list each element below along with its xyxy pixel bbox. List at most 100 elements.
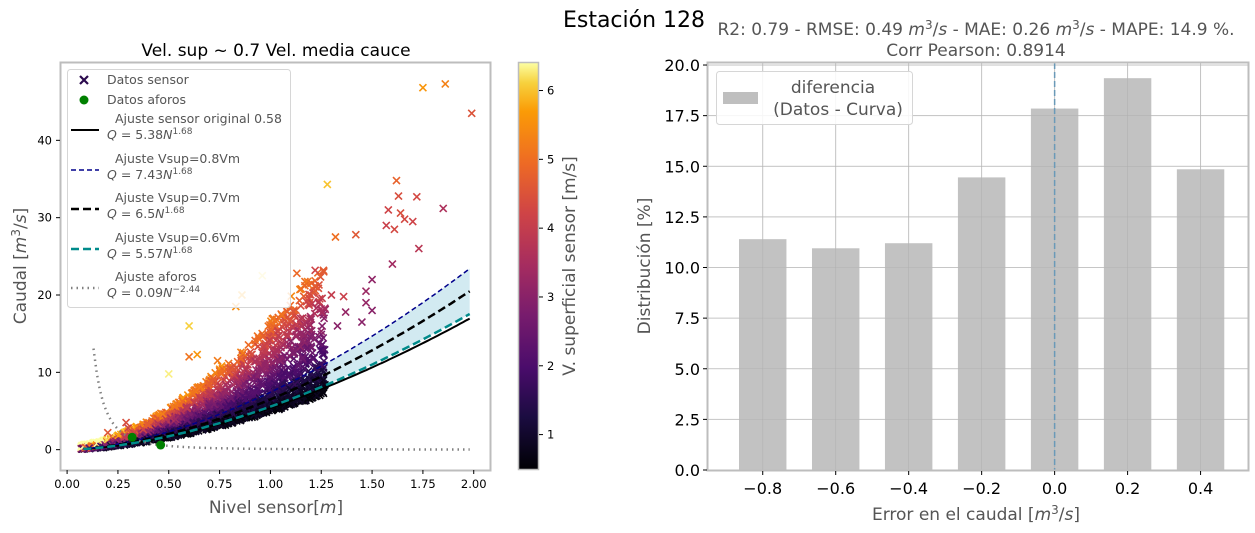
x-tick-label: 0.75	[207, 477, 233, 491]
bar-y-ticks: 0.0 2.5 5.0 7.5 10.0 12.5 15.0 17.5 20.0	[664, 56, 707, 480]
sensor-point	[211, 410, 220, 419]
y-tick-label: 0.0	[675, 461, 700, 480]
sensor-point	[299, 329, 308, 339]
sensor-point	[259, 331, 268, 340]
legend-label-fit: Ajuste Vsup=0.7Vm	[115, 190, 240, 205]
sensor-point	[297, 322, 306, 331]
sensor-point	[175, 400, 185, 409]
sensor-point	[209, 400, 219, 409]
sensor-point	[285, 316, 295, 325]
y-tick-label: 40	[37, 133, 52, 147]
sensor-point	[307, 330, 316, 339]
sensor-point	[390, 225, 399, 234]
bar-chart: R2: 0.79 - RMSE: 0.49 m3/s - MAE: 0.26 m…	[635, 18, 1250, 525]
sensor-point	[270, 350, 279, 359]
legend-swatch-diferencia	[723, 92, 758, 104]
x-tick-label: 0.0	[1042, 479, 1067, 498]
sensor-point	[412, 192, 421, 201]
sensor-point	[467, 109, 476, 118]
sensor-point	[384, 205, 393, 214]
sensor-point	[248, 387, 257, 396]
sensor-point	[296, 329, 305, 338]
legend-label-aforos: Datos aforos	[107, 92, 186, 107]
sensor-point	[299, 364, 309, 374]
sensor-point	[304, 374, 313, 383]
sensor-point	[269, 371, 278, 381]
sensor-point	[291, 378, 300, 387]
sensor-point	[206, 390, 216, 399]
curve-vsup-08	[83, 268, 471, 450]
x-tick-label: −0.6	[816, 479, 855, 498]
sensor-point	[396, 208, 405, 218]
sensor-point	[230, 371, 239, 380]
sensor-point	[298, 313, 307, 322]
bar-legend[interactable]: diferencia (Datos - Curva)	[716, 71, 913, 125]
bar-x-ticks: −0.8 −0.6 −0.4 −0.2 0.0 0.2 0.4	[743, 471, 1213, 498]
sensor-point	[220, 375, 229, 385]
scatter-title: Vel. sup ~ 0.7 Vel. media cauce	[141, 41, 410, 61]
sensor-point	[188, 388, 197, 398]
sensor-point	[172, 406, 181, 416]
sensor-point	[319, 376, 328, 385]
sensor-point	[320, 314, 329, 323]
sensor-point	[288, 349, 298, 358]
sensor-point	[171, 402, 180, 411]
sensor-point	[312, 391, 321, 400]
sensor-point	[227, 394, 236, 403]
legend-formula: Q = 7.43N1.68	[107, 167, 193, 182]
sensor-point	[205, 379, 214, 388]
bar-ylabel: Distribución [%]	[635, 198, 655, 335]
bar-series	[708, 63, 1248, 471]
sensor-point	[213, 393, 222, 402]
sensor-point	[221, 387, 231, 397]
y-tick-label: 20	[37, 288, 52, 302]
sensor-point	[211, 388, 220, 397]
sensor-point	[315, 339, 324, 348]
x-tick-label: −0.4	[889, 479, 928, 498]
sensor-point	[292, 269, 301, 278]
sensor-point	[246, 374, 255, 383]
sensor-point	[265, 336, 274, 345]
bar-axes-frame	[706, 61, 1250, 472]
sensor-point	[157, 428, 166, 437]
sensor-point	[314, 298, 323, 307]
sensor-point	[316, 305, 325, 314]
bar-xlabel: Error en el caudal [m3/s]	[872, 503, 1080, 525]
legend-label-fit: Ajuste sensor original 0.58	[115, 111, 282, 126]
legend-formula: Q = 5.57N1.68	[107, 246, 193, 261]
sensor-point	[283, 330, 292, 340]
scatter-axes-frame	[59, 61, 492, 472]
sensor-point	[298, 362, 308, 371]
sensor-point	[196, 394, 205, 403]
x-tick-label: 1.25	[308, 477, 334, 491]
sensor-point	[289, 307, 298, 316]
y-tick-label: 2.5	[675, 410, 700, 429]
scatter-legend[interactable]: Datos sensor Datos aforos Ajuste sensor or…	[67, 69, 291, 308]
sensor-point	[296, 342, 305, 351]
sensor-point	[260, 360, 269, 369]
sensor-point	[308, 354, 317, 363]
y-tick-label: 15.0	[664, 157, 700, 176]
x-tick-label: 0.50	[156, 477, 182, 491]
colorbar-tick-label: 5	[547, 152, 554, 166]
sensor-point	[234, 381, 243, 390]
legend-formula: Q = 0.09N−2.44	[107, 285, 200, 300]
sensor-point	[296, 314, 305, 323]
bar-title-metrics: R2: 0.79 - RMSE: 0.49 m3/s - MAE: 0.26 m…	[717, 18, 1234, 40]
bar-subtitle: Corr Pearson: 0.8914	[886, 41, 1066, 61]
sensor-point	[185, 321, 194, 330]
x-tick-label: 0.4	[1188, 479, 1213, 498]
sensor-point	[277, 311, 287, 320]
sensor-point	[368, 306, 377, 315]
y-tick-label: 7.5	[675, 309, 700, 328]
colorbar-tick-label: 6	[547, 84, 554, 98]
legend-label-fit: Ajuste aforos	[115, 269, 197, 284]
sensor-point	[239, 348, 248, 357]
x-tick-label: 1.00	[258, 477, 284, 491]
sensor-point	[357, 318, 366, 327]
sensor-point	[316, 272, 325, 282]
sensor-point	[244, 369, 253, 378]
sensor-point	[361, 287, 371, 296]
sensor-point	[124, 423, 133, 433]
sensor-point	[169, 419, 178, 428]
